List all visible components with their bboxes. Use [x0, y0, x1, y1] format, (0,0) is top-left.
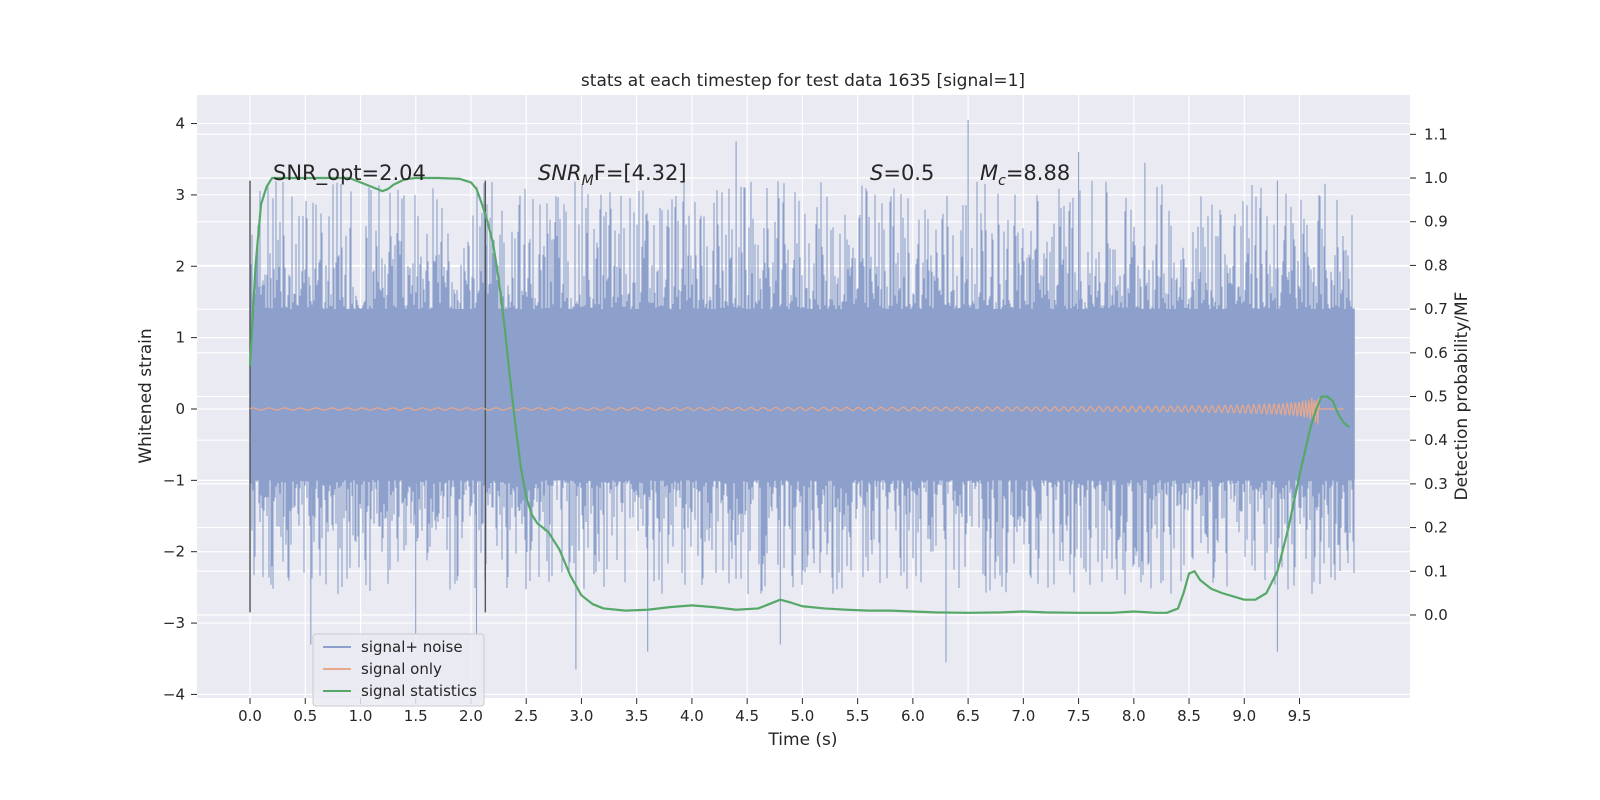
legend-label-signal-noise: signal+ noise [361, 638, 463, 656]
snr-mf-base: SNR [538, 161, 582, 185]
x-tick-label: 2.5 [514, 707, 538, 725]
x-tick-label: 9.5 [1288, 707, 1312, 725]
y-right-tick-label: 0.2 [1424, 519, 1448, 537]
legend: signal+ noise signal only signal statist… [312, 633, 485, 707]
annotation-s: S=0.5 [870, 161, 934, 185]
mc-sub: c [998, 173, 1006, 189]
y-right-tick-label: 1.1 [1424, 125, 1448, 143]
x-axis-ticks: 0.0 0.5 1.0 1.5 2.0 2.5 3.0 3.5 4.0 4.5 5.0 5.5 6.0 6… [238, 698, 1311, 725]
y-left-tick-label: 3 [175, 186, 185, 204]
legend-label-signal-statistics: signal statistics [361, 682, 477, 700]
y-right-tick-label: 1.0 [1424, 169, 1448, 187]
legend-box [312, 633, 485, 707]
legend-label-signal-only: signal only [361, 660, 442, 678]
snr-mf-sub: M [582, 173, 594, 189]
signal-only-line [249, 397, 1344, 425]
annotation-mc: Mc=8.88 [980, 161, 1070, 189]
y-right-tick-label: 0.5 [1424, 388, 1448, 406]
y-axis-right-label: Detection probability/MF [1452, 292, 1472, 501]
x-tick-label: 4.5 [735, 707, 759, 725]
y-left-tick-label: 0 [175, 400, 185, 418]
y-left-tick-label: −3 [163, 614, 185, 632]
signal-statistics-line [248, 176, 1350, 614]
mc-var: M [980, 161, 998, 185]
x-tick-label: 0.5 [293, 707, 317, 725]
x-tick-label: 1.0 [349, 707, 373, 725]
y-right-tick-label: 0.3 [1424, 475, 1448, 493]
x-tick-label: 5.5 [846, 707, 870, 725]
y-left-tick-label: −1 [163, 471, 185, 489]
x-tick-label: 8.5 [1177, 707, 1201, 725]
y-left-tick-label: 4 [175, 115, 185, 133]
x-tick-label: 7.0 [1011, 707, 1035, 725]
x-axis-label: Time (s) [767, 730, 837, 750]
y-axis-left-ticks: 4 3 2 1 0 −1 −2 −3 −4 [163, 115, 197, 703]
y-right-tick-label: 0.7 [1424, 300, 1448, 318]
x-tick-label: 4.0 [680, 707, 704, 725]
x-tick-label: 7.5 [1067, 707, 1091, 725]
snr-mf-tail: F=[4.32] [594, 161, 687, 185]
series-signal-noise [249, 120, 1355, 670]
y-right-tick-label: 0.6 [1424, 344, 1448, 362]
y-left-tick-label: −4 [163, 685, 185, 703]
x-tick-label: 8.0 [1122, 707, 1146, 725]
x-tick-label: 9.0 [1232, 707, 1256, 725]
y-left-tick-label: −2 [163, 543, 185, 561]
series-signal-statistics [248, 176, 1350, 614]
y-axis-right-ticks: 1.1 1.0 0.9 0.8 0.7 0.6 0.5 0.4 0.3 0.2 0.1 0.0 [1410, 125, 1448, 624]
chart-title: stats at each timestep for test data 163… [581, 71, 1025, 91]
x-tick-label: 1.5 [404, 707, 428, 725]
x-tick-label: 2.0 [459, 707, 483, 725]
annotation-snr-mf: SNRMF=[4.32] [538, 161, 687, 189]
y-right-tick-label: 0.8 [1424, 256, 1448, 274]
s-var: S [870, 161, 883, 185]
y-left-tick-label: 2 [175, 257, 185, 275]
s-val: =0.5 [883, 161, 934, 185]
x-tick-label: 6.5 [956, 707, 980, 725]
x-tick-label: 5.0 [790, 707, 814, 725]
x-tick-label: 3.0 [570, 707, 594, 725]
vertical-markers [249, 180, 487, 613]
series-signal-only [249, 397, 1344, 425]
y-right-tick-label: 0.0 [1424, 606, 1448, 624]
mc-val: =8.88 [1006, 161, 1070, 185]
x-tick-label: 0.0 [238, 707, 262, 725]
y-right-tick-label: 0.1 [1424, 562, 1448, 580]
annotation-snr-opt: SNR_opt=2.04 [273, 161, 426, 186]
y-left-tick-label: 1 [175, 329, 185, 347]
y-axis-left-label: Whitened strain [136, 328, 156, 463]
y-right-tick-label: 0.4 [1424, 431, 1448, 449]
y-right-tick-label: 0.9 [1424, 213, 1448, 231]
x-tick-label: 6.0 [901, 707, 925, 725]
x-tick-label: 3.5 [625, 707, 649, 725]
